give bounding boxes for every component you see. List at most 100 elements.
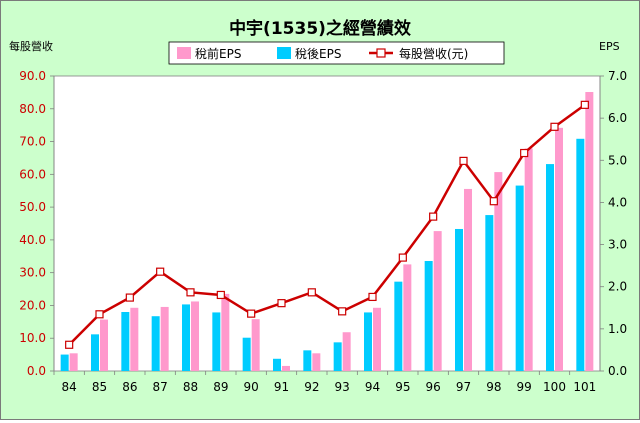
revenue-point	[520, 148, 529, 158]
revenue-point	[186, 288, 195, 297]
bar-after-tax-eps	[273, 358, 281, 371]
bar-pre-tax-eps	[312, 353, 321, 371]
revenue-point	[580, 100, 589, 109]
bar-after-tax-eps	[364, 312, 372, 371]
right-tick-label: 3.0	[608, 238, 627, 252]
revenue-point	[125, 293, 134, 302]
x-tick-label: 91	[274, 380, 289, 394]
right-tick-label: 5.0	[608, 153, 627, 167]
bar-pre-tax-eps	[464, 188, 472, 371]
bar-after-tax-eps	[576, 138, 585, 371]
plot-area	[53, 75, 601, 372]
bar-after-tax-eps	[151, 316, 160, 371]
y-axis-label-right: EPS	[599, 40, 620, 53]
legend-box	[168, 41, 505, 65]
bar-pre-tax-eps	[221, 293, 230, 371]
revenue-point	[398, 253, 407, 262]
revenue-point	[429, 212, 438, 221]
x-tick-label: 90	[244, 380, 259, 394]
x-tick-label: 95	[395, 380, 410, 394]
right-tick-label: 1.0	[608, 322, 627, 336]
x-tick-label: 100	[543, 380, 566, 394]
x-tick-label: 93	[335, 380, 350, 394]
bars	[60, 92, 594, 371]
left-axis-ticks: 0.0 10.0 20.0 30.0 40.0 50.0 60.0 70.0 80.0 90.0	[19, 69, 54, 378]
revenue-line	[65, 100, 589, 349]
revenue-point	[368, 292, 377, 302]
bar-pre-tax-eps	[433, 231, 442, 371]
bar-after-tax-eps	[333, 342, 342, 371]
bar-after-tax-eps	[546, 164, 554, 371]
left-tick-label: 10.0	[19, 331, 46, 345]
bar-after-tax-eps	[394, 281, 403, 371]
revenue-point	[277, 299, 286, 308]
bar-after-tax-eps	[424, 261, 433, 371]
bar-after-tax-eps	[485, 215, 494, 371]
bar-pre-tax-eps	[373, 307, 381, 371]
legend-label-revenue: 每股營收(元)	[399, 46, 468, 61]
legend-label-after-tax-eps: 稅後EPS	[295, 47, 341, 61]
bar-after-tax-eps	[242, 337, 251, 371]
right-tick-label: 2.0	[608, 280, 627, 294]
bar-after-tax-eps	[121, 312, 130, 371]
bar-pre-tax-eps	[251, 319, 260, 371]
left-tick-label: 20.0	[19, 298, 46, 312]
legend-swatch-after-tax-eps	[277, 47, 291, 59]
left-tick-label: 70.0	[19, 135, 46, 149]
chart-title: 中宇(1535)之經營績效	[229, 18, 411, 39]
bar-pre-tax-eps	[69, 353, 78, 371]
y-axis-label-left: 每股營收	[9, 39, 53, 53]
x-tick-label: 97	[456, 380, 471, 394]
bar-after-tax-eps	[182, 304, 190, 371]
revenue-point	[247, 309, 256, 318]
x-tick-label: 94	[365, 380, 380, 394]
bar-pre-tax-eps	[342, 332, 351, 371]
bar-pre-tax-eps	[282, 365, 290, 371]
revenue-point	[156, 267, 165, 276]
legend-swatch-pre-tax-eps	[177, 47, 191, 59]
legend-label-pre-tax-eps: 稅前EPS	[195, 46, 241, 61]
x-tick-label: 86	[122, 380, 137, 394]
bar-pre-tax-eps	[191, 301, 199, 371]
x-tick-label: 98	[486, 380, 501, 394]
bar-pre-tax-eps	[160, 306, 169, 371]
bar-pre-tax-eps	[524, 148, 533, 371]
revenue-point	[95, 310, 104, 319]
revenue-point	[216, 290, 225, 300]
bar-after-tax-eps	[212, 312, 221, 371]
legend-marker-revenue	[376, 48, 386, 58]
revenue-point	[489, 197, 498, 206]
left-tick-label: 30.0	[19, 266, 46, 280]
revenue-point	[550, 122, 559, 131]
bar-after-tax-eps	[91, 334, 99, 371]
x-tick-label: 89	[213, 380, 228, 394]
left-tick-label: 80.0	[19, 102, 46, 116]
right-tick-label: 7.0	[608, 69, 627, 83]
x-axis-ticks: 84 85 86 87 88 89 90 91 92 93 94 95 96 97 98 99 100 101	[53, 371, 596, 394]
bar-pre-tax-eps	[585, 92, 594, 371]
revenue-point	[338, 307, 347, 316]
x-tick-label: 84	[62, 380, 77, 394]
x-tick-label: 96	[426, 380, 441, 394]
right-tick-label: 6.0	[608, 111, 627, 125]
left-tick-label: 50.0	[19, 200, 46, 214]
legend: 稅前EPS 稅後EPS 每股營收(元)	[168, 41, 505, 65]
bar-pre-tax-eps	[130, 307, 139, 371]
x-tick-label: 101	[573, 380, 596, 394]
x-tick-label: 99	[517, 380, 532, 394]
bar-pre-tax-eps	[494, 172, 503, 371]
revenue-point	[65, 340, 74, 349]
right-tick-label: 4.0	[608, 195, 627, 209]
x-tick-label: 88	[183, 380, 198, 394]
revenue-point	[307, 288, 316, 297]
left-tick-label: 90.0	[19, 69, 46, 83]
bar-after-tax-eps	[60, 354, 69, 371]
bar-pre-tax-eps	[403, 264, 412, 371]
x-tick-label: 92	[304, 380, 319, 394]
right-tick-label: 0.0	[608, 364, 627, 378]
bar-after-tax-eps	[303, 350, 312, 371]
left-tick-label: 0.0	[27, 364, 46, 378]
x-tick-label: 87	[153, 380, 168, 394]
